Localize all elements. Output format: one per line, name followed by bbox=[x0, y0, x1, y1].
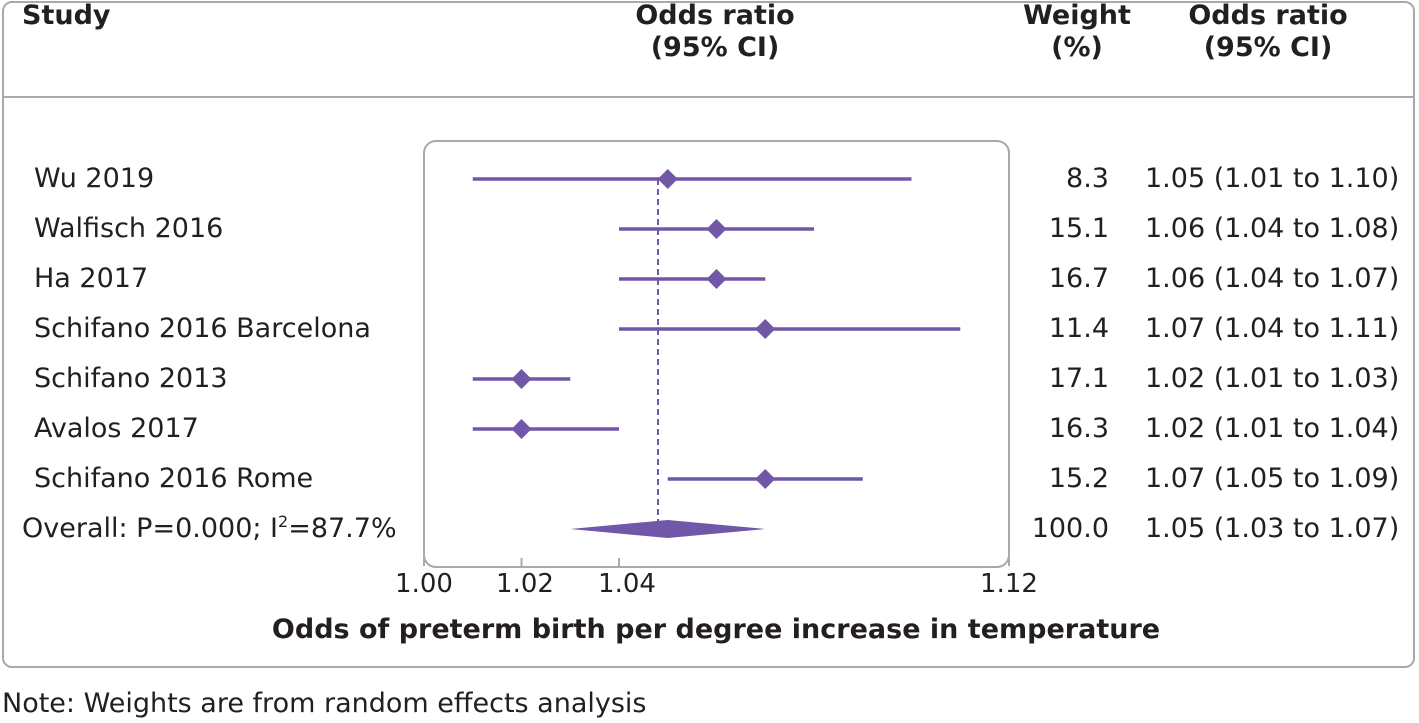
overall-summary-diamond bbox=[570, 520, 766, 538]
study-label: Schifano 2013 bbox=[34, 363, 228, 394]
study-label: Ha 2017 bbox=[34, 263, 149, 294]
study-label: Walfisch 2016 bbox=[34, 213, 224, 244]
study-odds-ratio-ci: 1.02 (1.01 to 1.04) bbox=[1145, 413, 1400, 444]
header-odds-ratio-ci: Odds ratio (95% CI) bbox=[1188, 0, 1348, 63]
x-tick-label: 1.02 bbox=[496, 569, 554, 599]
header-study: Study bbox=[22, 0, 111, 31]
header-odds-ratio: Odds ratio (95% CI) bbox=[635, 0, 795, 63]
study-weight: 8.3 bbox=[1066, 163, 1109, 194]
study-weight: 16.3 bbox=[1048, 413, 1109, 444]
study-weight: 15.2 bbox=[1048, 463, 1109, 494]
study-label: Wu 2019 bbox=[34, 163, 155, 194]
study-weight: 17.1 bbox=[1048, 363, 1109, 394]
point-estimate-diamond bbox=[755, 319, 776, 339]
study-odds-ratio-ci: 1.05 (1.01 to 1.10) bbox=[1145, 163, 1400, 194]
x-tick-label: 1.04 bbox=[598, 569, 656, 599]
overall-weight: 100.0 bbox=[1031, 513, 1109, 544]
study-odds-ratio-ci: 1.06 (1.04 to 1.07) bbox=[1145, 263, 1400, 294]
plot-panel bbox=[423, 140, 1010, 568]
x-axis-label: Odds of preterm birth per degree increas… bbox=[271, 614, 1161, 645]
study-odds-ratio-ci: 1.07 (1.05 to 1.09) bbox=[1145, 463, 1400, 494]
x-tick-label: 1.12 bbox=[980, 569, 1038, 599]
point-estimate-diamond bbox=[755, 469, 776, 489]
point-estimate-diamond bbox=[511, 419, 532, 439]
study-weight: 11.4 bbox=[1048, 313, 1109, 344]
study-label: Schifano 2016 Barcelona bbox=[34, 313, 371, 344]
study-weight: 16.7 bbox=[1048, 263, 1109, 294]
overall-odds-ratio-ci: 1.05 (1.03 to 1.07) bbox=[1145, 513, 1400, 544]
study-weight: 15.1 bbox=[1048, 213, 1109, 244]
overall-label: Overall: P=0.000; I2=87.7% bbox=[22, 512, 397, 544]
study-label: Avalos 2017 bbox=[34, 413, 199, 444]
point-estimate-diamond bbox=[511, 369, 532, 389]
point-estimate-diamond bbox=[706, 219, 727, 239]
study-label: Schifano 2016 Rome bbox=[34, 463, 314, 494]
study-odds-ratio-ci: 1.07 (1.04 to 1.11) bbox=[1145, 313, 1400, 344]
study-odds-ratio-ci: 1.06 (1.04 to 1.08) bbox=[1145, 213, 1400, 244]
study-odds-ratio-ci: 1.02 (1.01 to 1.03) bbox=[1145, 363, 1400, 394]
figure-frame bbox=[2, 1, 1415, 668]
point-estimate-diamond bbox=[706, 269, 727, 289]
header-divider bbox=[2, 96, 1415, 98]
header-weight: Weight (%) bbox=[1023, 0, 1131, 63]
point-estimate-diamond bbox=[657, 169, 678, 189]
footnote: Note: Weights are from random effects an… bbox=[2, 688, 647, 719]
x-tick-label: 1.00 bbox=[395, 569, 453, 599]
